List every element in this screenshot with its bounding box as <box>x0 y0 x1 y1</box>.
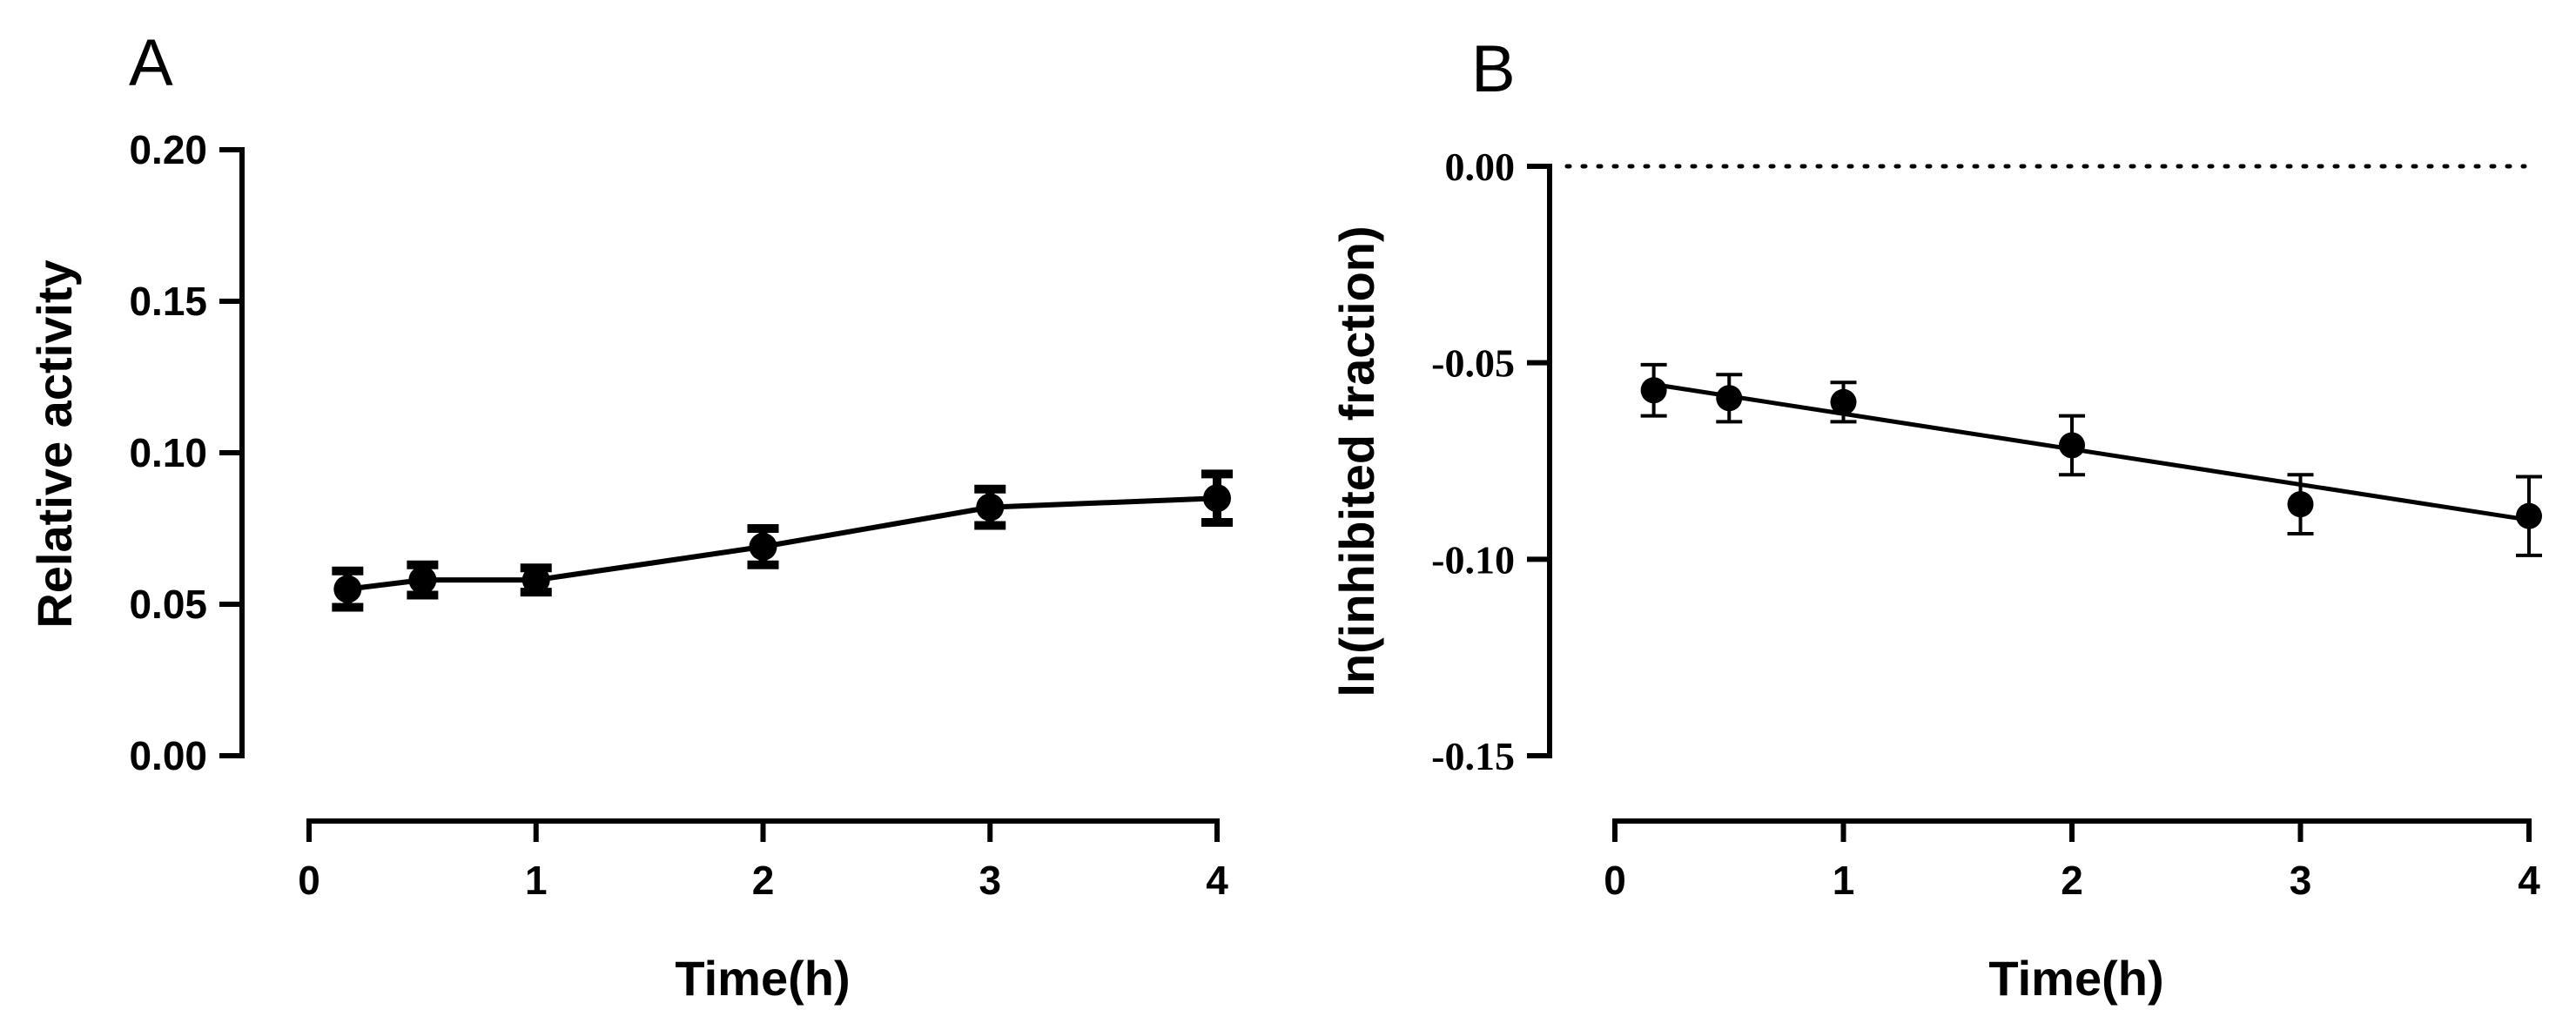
fit-line <box>1653 382 2530 522</box>
y-axis-title-a: Relative activity <box>27 259 82 628</box>
x-tick-label: 1 <box>525 858 548 903</box>
data-point <box>749 532 777 561</box>
x-tick-label: 1 <box>1833 858 1855 903</box>
x-tick-label: 2 <box>2061 858 2083 903</box>
x-tick-label: 3 <box>979 858 1001 903</box>
x-tick-label: 0 <box>298 858 320 903</box>
x-tick-label: 3 <box>2290 858 2312 903</box>
series-line <box>346 495 1218 592</box>
y-tick-label: -0.05 <box>1431 341 1515 386</box>
y-tick-label: 0.10 <box>129 430 207 475</box>
y-tick-label: 0.00 <box>1445 145 1516 189</box>
x-tick-label: 4 <box>1206 858 1228 903</box>
x-tick-label: 0 <box>1604 858 1626 903</box>
y-tick-label: 0.05 <box>129 582 207 627</box>
data-point <box>1203 484 1231 513</box>
panel-letter-a: A <box>129 26 173 100</box>
x-axis-title-a: Time(h) <box>675 951 850 1006</box>
data-point <box>521 566 550 595</box>
x-axis-title-b: Time(h) <box>1988 951 2163 1006</box>
data-point <box>1716 385 1743 412</box>
data-point <box>2516 502 2542 529</box>
data-point <box>2059 432 2085 459</box>
panel-b: B ln(inhibited fraction) Time(h) 0.00 -0.… <box>1329 32 2542 1006</box>
data-point <box>2287 491 2314 518</box>
y-tick-label: 0.00 <box>129 733 207 778</box>
y-axis-title-b: ln(inhibited fraction) <box>1329 226 1384 697</box>
data-point <box>1830 388 1857 415</box>
data-point <box>408 566 437 595</box>
y-tick-label: 0.15 <box>129 279 207 324</box>
y-tick-label: 0.20 <box>129 127 207 172</box>
y-tick-label: -0.15 <box>1431 734 1515 778</box>
y-tick-label: -0.10 <box>1431 537 1515 582</box>
x-tick-label: 4 <box>2518 858 2540 903</box>
data-point <box>976 493 1005 522</box>
data-point <box>333 575 362 603</box>
x-tick-label: 2 <box>752 858 775 903</box>
panel-a: A Relative activity Time(h) 0.00 0.05 0.10… <box>27 26 1233 1006</box>
data-point <box>1640 377 1667 404</box>
panel-letter-b: B <box>1471 32 1516 106</box>
